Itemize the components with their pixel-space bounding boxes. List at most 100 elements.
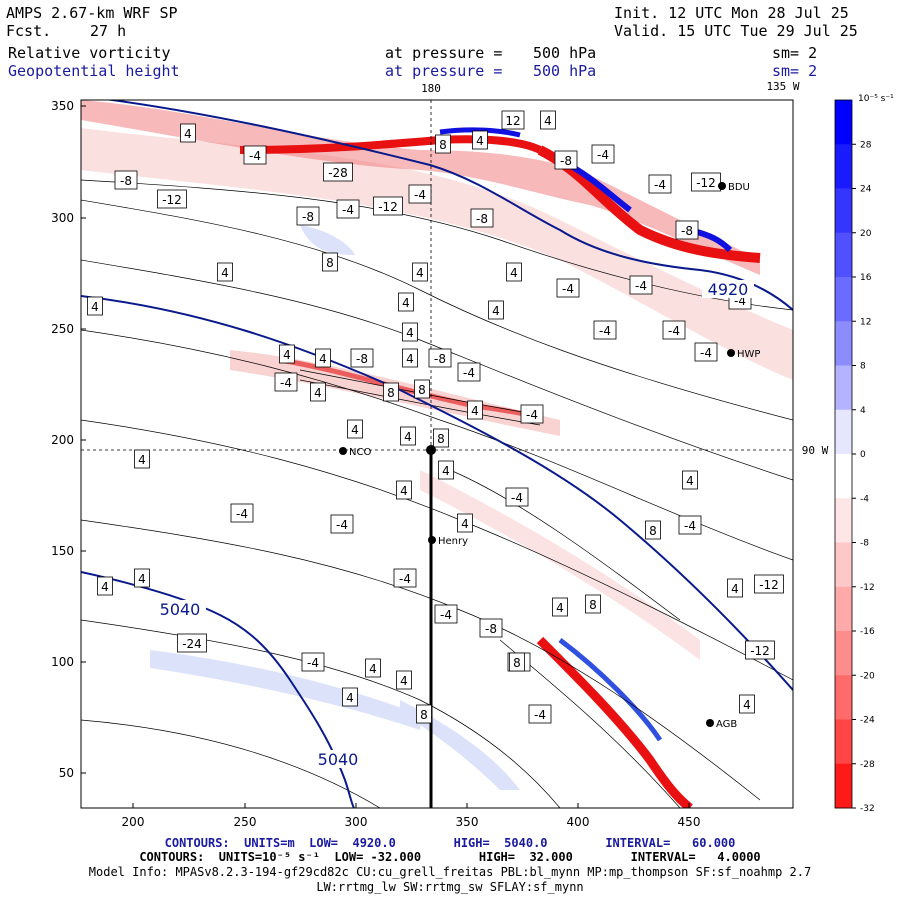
field2-pressure-label: at pressure = [385,62,503,80]
vort-label: -28 [328,166,348,180]
colorbar-tick-label: 28 [860,140,872,150]
field1-name: Relative vorticity [8,44,171,62]
vort-label: 4 [402,296,410,310]
vort-label-box [457,513,473,533]
vort-label: -4 [700,346,712,360]
station-marker [339,447,347,455]
colorbar-segment [835,232,852,278]
vort-label: 8 [437,432,445,446]
vort-label-box [157,189,187,209]
vort-label-box [416,704,432,724]
height-label-bg [312,750,364,768]
pos-vort-core [439,127,521,138]
vort-label: 4 [319,352,327,366]
colorbar-tick-label: 16 [860,273,872,283]
colorbar-tick-label: -28 [860,760,875,770]
vort-label-box [230,503,254,523]
x-tick-label: 250 [234,815,257,829]
vort-label-box [479,618,503,638]
vort-label: -12 [759,578,779,592]
vort-label-group: 4 -4 -8 -12 -28 8 4 12 4 -8 -4 -12 -8 -8 -4 -4 -12 -4 -8 4 8… [87,110,784,724]
height-label-group: 5040 5040 4920 [154,280,754,769]
station-label: NCO [349,447,371,458]
vort-label-box [408,184,432,204]
vort-label: 4 [476,134,484,148]
vort-label: -4 [440,608,452,622]
vort-label: -4 [399,572,411,586]
vort-label-box [433,428,449,448]
vort-label: -8 [476,212,488,226]
vort-label: 8 [418,383,426,397]
y-tick-label: 350 [51,99,74,113]
vort-label-box [505,487,529,507]
colorbar-segment [835,454,852,499]
vort-label: 4 [544,114,552,128]
vort-label: 4 [400,674,408,688]
vort-label-box [396,480,412,500]
neg-vort-shading [81,128,793,380]
colorbar-tick-label: -16 [860,627,875,637]
vort-label: 8 [589,598,597,612]
vort-label-box [540,110,556,130]
vort-label-box [552,597,568,617]
meridian-135w-label: 135 W [766,80,799,93]
vort-label-box [274,372,298,392]
vort-label: -4 [599,324,611,338]
colorbar-segment [835,144,852,189]
vort-label: -12 [162,193,182,207]
vort-label-box [217,262,233,282]
vort-label-box [342,687,358,707]
vort-label-box [470,208,494,228]
vort-label: 8 [649,524,657,538]
height-label-bg [154,600,206,618]
vort-label: -4 [414,188,426,202]
vort-label: 4 [686,474,694,488]
vort-label: -4 [562,282,574,296]
vort-label-box [645,520,661,540]
vort-label: 4 [416,266,424,280]
height-contour [104,100,793,311]
vort-label: 4 [442,464,450,478]
vort-label-box [180,123,196,143]
vort-contour-info: CONTOURS: UNITS=10⁻⁵ s⁻¹ LOW= -32.000 HI… [139,850,761,864]
vort-label-box [472,130,488,150]
colorbar-segment [835,188,852,234]
field1-pressure-label: at pressure = [385,44,503,62]
x-tick-label: 400 [567,815,590,829]
vort-label: -4 [654,178,666,192]
colorbar-segment [835,586,852,632]
vort-label-box [428,348,452,368]
vort-label: 4 [314,386,322,400]
colorbar-tick-label: 4 [860,406,866,416]
vort-label-box [87,296,103,316]
field1-pressure: 500 hPa [533,44,597,62]
colorbar-tick-label: 0 [860,450,866,460]
parallel-90w-label: 90 W [802,444,829,457]
height-contour [81,295,793,691]
vort-label-box [662,320,686,340]
vort-label-box [373,196,403,216]
vort-label-box [134,568,150,588]
vort-label-box [301,652,325,672]
vort-label: 8 [513,656,521,670]
vort-label-box [556,278,580,298]
vort-label: -8 [485,622,497,636]
colorbar-tick-label: 24 [860,185,872,195]
neg-vort-core [81,100,760,275]
valid-time: Valid. 15 UTC Tue 29 Jul 25 [614,22,858,40]
vort-label-box [509,652,525,672]
vort-label-box [177,633,207,653]
vort-label-box [593,320,617,340]
neg-vort-streak [279,357,541,421]
colorbar-tick-label: -32 [860,804,875,814]
vort-label-box [402,322,418,342]
vort-label-box [365,658,381,678]
colorbar-tick-label: 8 [860,362,866,372]
pos-vort-streak [558,638,663,742]
vort-label: 8 [420,708,428,722]
forecast-hour: 27 h [90,22,127,40]
station-marker [718,182,726,190]
vort-label: -8 [120,174,132,188]
map-frame [80,99,794,809]
colorbar-segment [835,365,852,411]
